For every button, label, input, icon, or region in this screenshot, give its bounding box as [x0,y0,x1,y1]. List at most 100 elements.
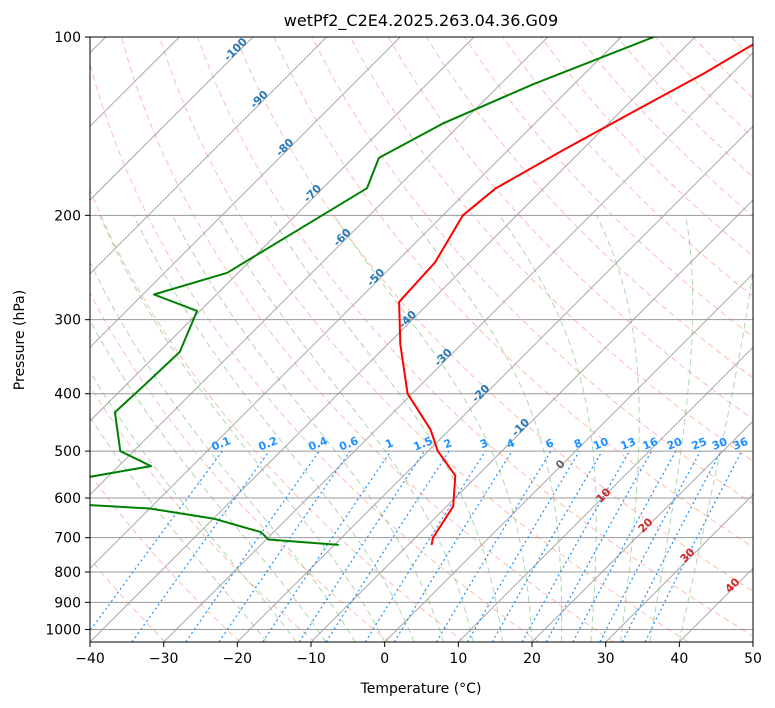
dry-adiabat [90,385,316,642]
dry-adiabat [311,37,753,505]
mixing-ratio-line [572,450,677,642]
dry-adiabat [159,37,689,642]
x-tick-label: 10 [449,651,467,667]
y-tick-label: 800 [54,565,81,581]
moist-adiabat [678,265,753,642]
mixing-ratio-label: 3 [478,436,490,451]
dry-adiabat [235,37,753,592]
mixing-ratio-line [90,450,223,632]
moist-adiabat [596,215,640,642]
moist-adiabat [90,260,356,642]
mixing-ratio-line [621,450,722,642]
dry-adiabat [387,37,753,420]
mixing-ratio-line [644,450,743,642]
moist-adiabat [90,319,327,642]
chart-title: wetPf2_C2E4.2025.263.04.36.G09 [284,11,558,31]
x-axis-label: Temperature (°C) [360,681,482,697]
isotherm [90,37,401,349]
x-tick-label: 0 [380,651,389,667]
dry-adiabat [273,37,753,548]
dry-adiabats [90,37,753,642]
mixing-ratio-line [599,450,702,642]
moist-adiabat [217,215,474,642]
moist-adiabat [333,215,533,642]
isotherm [90,37,254,201]
isotherm [531,420,753,642]
mixing-ratio-line [466,450,580,642]
moist-adiabat [499,215,597,642]
y-tick-label: 1000 [45,622,81,638]
moist-adiabat [649,215,694,642]
sounding-series [90,37,753,546]
x-tick-label: 50 [744,651,762,667]
isotherm [384,272,753,642]
moist-adiabat [172,215,445,642]
x-tick-label: −30 [149,651,179,667]
dry-adiabat [90,62,540,642]
y-tick-label: 100 [54,30,81,46]
moist-adiabat [90,370,297,642]
dry-adiabat [425,37,753,379]
isotherm [236,125,753,642]
moist-adiabat [133,215,415,642]
isotherm [90,37,696,642]
dry-adiabat [464,37,753,338]
dry-adiabat [90,473,241,642]
mixing-ratio-lines [90,450,743,642]
isotherm [163,51,753,642]
temperature-line [398,43,753,546]
mixing-ratio-line [325,450,450,642]
mixing-ratio-label: 20 [665,435,684,453]
isotherm [457,346,753,642]
x-tick-label: 40 [670,651,688,667]
y-tick-label: 500 [54,444,81,460]
mixing-ratio-line [298,450,425,642]
mixing-ratio-label: 1 [383,436,395,451]
mixing-ratio-label: 2 [442,436,454,451]
isotherm [90,37,549,496]
x-tick-label: 20 [523,651,541,667]
x-axis: −40 −30 −20 −10 0 10 20 30 40 50 [75,642,762,667]
mixing-ratio-label: 8 [572,436,584,451]
mixing-ratio-label: 36 [731,435,750,453]
mixing-ratio-line [491,450,603,642]
y-tick-label: 700 [54,531,81,547]
mixing-ratio-line [364,450,486,642]
x-tick-label: −10 [296,651,326,667]
moist-adiabat [270,215,503,642]
y-axis: 100 200 300 400 500 600 700 800 900 1000 [45,30,90,638]
plot-frame [89,36,754,643]
dry-adiabat [120,37,614,642]
dry-adiabat [502,37,753,298]
mixing-ratio-label: 10 [591,435,610,453]
dry-adiabat [349,37,753,462]
mixing-ratio-label: 30 [710,435,729,453]
isotherm [90,37,328,275]
isotherm [90,37,475,422]
mixing-ratio-line [185,450,320,642]
x-tick-label: 30 [597,651,615,667]
y-tick-label: 300 [54,313,81,329]
x-tick-label: −20 [223,651,253,667]
pressure-gridlines [90,37,753,630]
dewpoint-line [90,37,655,546]
moist-adiabat [409,215,563,642]
mixing-ratio-line [545,450,653,642]
isotherm [605,493,753,642]
mixing-ratio-line [393,450,513,642]
dry-adiabat [90,188,465,642]
isotherm [310,199,753,642]
moist-adiabats [90,215,753,642]
dry-adiabat [90,292,390,642]
mixing-ratio-label: 25 [690,435,709,453]
mixing-ratio-line [521,450,631,642]
y-tick-label: 900 [54,595,81,611]
isotherms [90,37,753,642]
x-tick-label: −40 [75,651,105,667]
y-tick-label: 200 [54,208,81,224]
mixing-ratio-line [435,450,552,642]
y-tick-label: 400 [54,387,81,403]
isotherm [90,37,622,570]
